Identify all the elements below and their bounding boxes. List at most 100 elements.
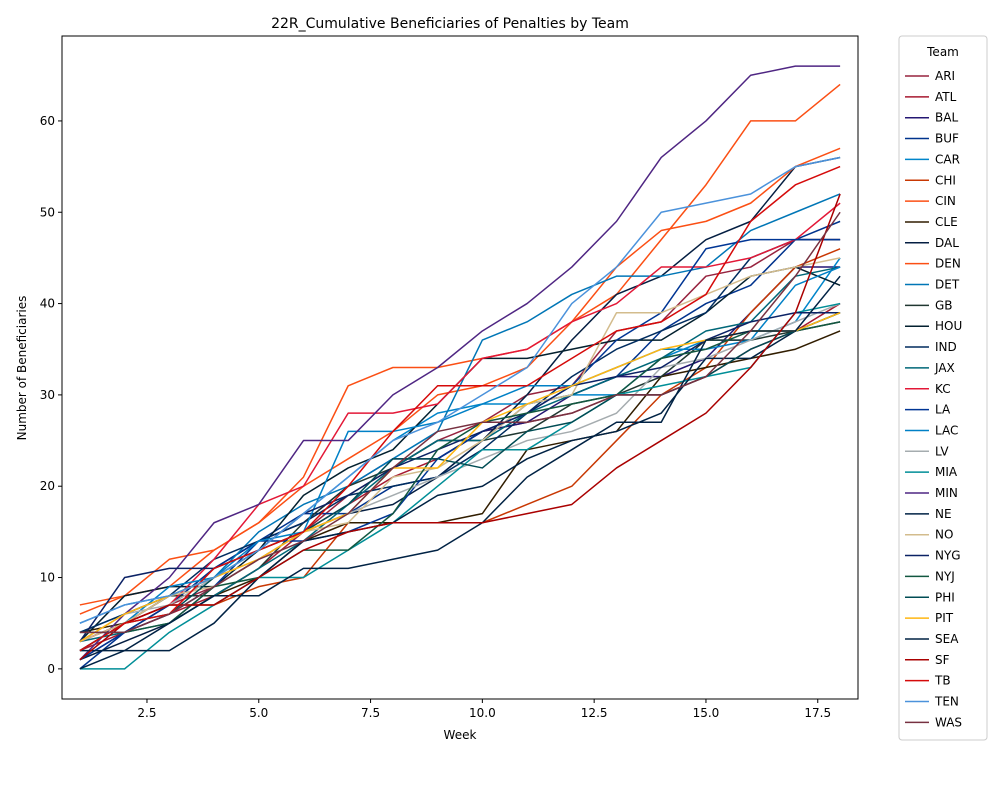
legend-label: LA (935, 403, 951, 417)
legend-item-ind: IND (905, 340, 957, 354)
legend-item-pit: PIT (905, 611, 954, 625)
legend-label: DEN (935, 257, 961, 271)
legend-item-dal: DAL (905, 236, 959, 250)
legend-title: Team (926, 45, 959, 59)
y-axis-label: Number of Beneficiaries (15, 296, 29, 441)
x-tick-label: 2.5 (137, 706, 156, 720)
series-line-ne (79, 312, 841, 652)
legend-label: JAX (934, 361, 955, 375)
legend-label: NE (935, 507, 952, 521)
legend-label: KC (935, 382, 951, 396)
legend-item-bal: BAL (905, 111, 958, 125)
legend-label: CIN (935, 194, 956, 208)
legend-item-den: DEN (905, 257, 961, 271)
x-axis-ticks: 2.5 5.0 7.5 10.0 12.5 15.0 17.5 (137, 699, 831, 720)
y-tick-label: 30 (40, 388, 55, 402)
legend-label: IND (935, 340, 957, 354)
series-line-tb (79, 165, 841, 652)
legend-label: WAS (935, 715, 962, 729)
chart-title: 22R_Cumulative Beneficiaries of Penaltie… (271, 16, 629, 32)
legend-frame (898, 35, 988, 741)
legend-label: BUF (935, 132, 959, 146)
legend-item-no: NO (905, 528, 953, 542)
legend-label: BAL (935, 111, 958, 125)
y-tick-label: 0 (47, 662, 55, 676)
legend-item-la: LA (905, 403, 951, 417)
y-tick-label: 40 (40, 297, 55, 311)
legend-label: MIA (935, 465, 958, 479)
series-line-nyj (79, 321, 841, 634)
legend-label: PHI (935, 590, 955, 604)
legend-label: ATL (935, 90, 957, 104)
legend-item-cin: CIN (905, 194, 956, 208)
y-axis-ticks: 0 10 20 30 40 50 60 (40, 114, 62, 676)
legend-label: SF (935, 653, 950, 667)
legend-item-cle: CLE (905, 215, 958, 229)
legend-item-lv: LV (905, 444, 949, 458)
legend-label: CAR (935, 152, 960, 166)
series-line-phi (79, 312, 841, 652)
series-line-den (79, 147, 841, 606)
legend-label: DET (935, 278, 960, 292)
legend-item-nyg: NYG (905, 549, 961, 563)
series-line-no (79, 257, 841, 643)
legend-item-lac: LAC (905, 423, 958, 437)
y-tick-label: 60 (40, 114, 55, 128)
legend-item-mia: MIA (905, 465, 958, 479)
x-tick-label: 17.5 (804, 706, 831, 720)
y-tick-label: 20 (40, 479, 55, 493)
legend-label: TB (934, 674, 951, 688)
series-line-nyg (79, 311, 841, 642)
legend-label: CHI (935, 173, 956, 187)
legend-label: HOU (935, 319, 962, 333)
series-line-was (79, 211, 841, 634)
series-line-sea (79, 275, 841, 670)
legend-label: ARI (935, 69, 955, 83)
x-tick-label: 7.5 (361, 706, 380, 720)
series-line-mia (79, 302, 841, 670)
series-line-lac (79, 266, 841, 652)
x-tick-label: 5.0 (249, 706, 268, 720)
legend-label: CLE (935, 215, 958, 229)
legend-item-min: MIN (905, 486, 958, 500)
x-tick-label: 10.0 (469, 706, 496, 720)
legend-item-sf: SF (905, 653, 950, 667)
series-line-ari (79, 238, 841, 643)
legend-item-jax: JAX (905, 361, 955, 375)
legend-item-car: CAR (905, 152, 960, 166)
legend-item-ten: TEN (905, 695, 959, 709)
series-line-cin (79, 83, 841, 615)
legend-items: ARI ATL BAL BUF CAR CHI CIN CLE DAL DEN DET GB HOU IN… (905, 69, 962, 729)
plot-frame (61, 35, 859, 700)
legend-item-phi: PHI (905, 590, 955, 604)
legend-label: MIN (935, 486, 958, 500)
legend: Team ARI ATL BAL BUF CAR CHI CIN CLE DAL DEN DET GB… (898, 35, 988, 741)
y-tick-label: 50 (40, 205, 55, 219)
legend-item-ne: NE (905, 507, 952, 521)
x-tick-label: 12.5 (581, 706, 608, 720)
legend-item-det: DET (905, 278, 960, 292)
legend-item-was: WAS (905, 715, 962, 729)
legend-label: TEN (934, 695, 959, 709)
legend-item-sea: SEA (905, 632, 959, 646)
legend-label: DAL (935, 236, 959, 250)
legend-label: PIT (935, 611, 954, 625)
x-tick-label: 15.0 (693, 706, 720, 720)
legend-item-tb: TB (905, 674, 951, 688)
legend-label: NYG (935, 549, 961, 563)
legend-item-atl: ATL (905, 90, 957, 104)
legend-label: NO (935, 528, 953, 542)
legend-item-chi: CHI (905, 173, 956, 187)
legend-label: LAC (935, 423, 958, 437)
series-layer (79, 65, 841, 670)
series-line-sf (79, 193, 841, 661)
legend-item-gb: GB (905, 298, 953, 312)
legend-label: LV (935, 444, 949, 458)
legend-item-buf: BUF (905, 132, 959, 146)
series-line-kc (79, 202, 841, 643)
legend-item-kc: KC (905, 382, 951, 396)
series-line-ten (79, 156, 841, 624)
series-line-min (79, 65, 841, 661)
y-tick-label: 10 (40, 571, 55, 585)
